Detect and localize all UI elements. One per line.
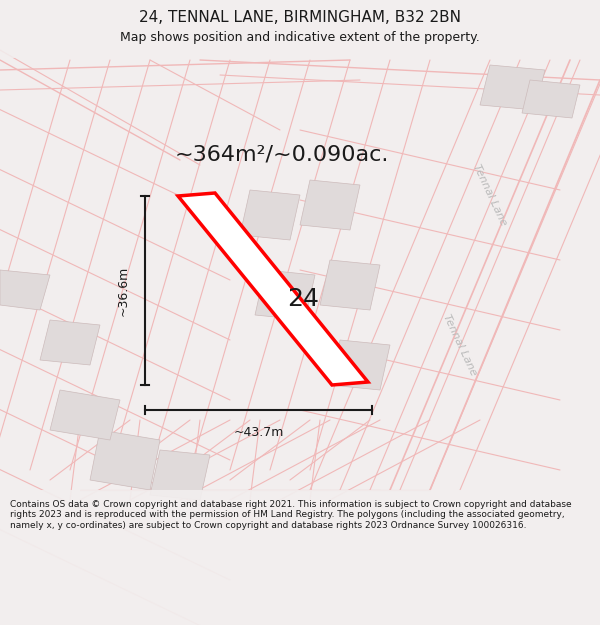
Text: ~364m²/~0.090ac.: ~364m²/~0.090ac. xyxy=(175,145,389,165)
Bar xyxy=(0,490,600,625)
Polygon shape xyxy=(480,65,545,110)
Text: Tennal Lane: Tennal Lane xyxy=(472,162,509,228)
Polygon shape xyxy=(150,450,210,500)
Polygon shape xyxy=(40,320,100,365)
Text: ~36.6m: ~36.6m xyxy=(116,266,130,316)
Polygon shape xyxy=(50,390,120,440)
Bar xyxy=(0,0,600,58)
Polygon shape xyxy=(0,270,50,310)
Polygon shape xyxy=(522,80,580,118)
Polygon shape xyxy=(300,180,360,230)
Text: Tennal Lane: Tennal Lane xyxy=(442,312,479,378)
Polygon shape xyxy=(330,340,390,390)
Polygon shape xyxy=(255,270,315,320)
Text: ~43.7m: ~43.7m xyxy=(233,426,284,439)
Polygon shape xyxy=(90,430,160,490)
Text: Map shows position and indicative extent of the property.: Map shows position and indicative extent… xyxy=(120,31,480,44)
Text: 24: 24 xyxy=(287,287,319,311)
Polygon shape xyxy=(178,193,368,385)
Text: Contains OS data © Crown copyright and database right 2021. This information is : Contains OS data © Crown copyright and d… xyxy=(10,500,572,530)
Text: 24, TENNAL LANE, BIRMINGHAM, B32 2BN: 24, TENNAL LANE, BIRMINGHAM, B32 2BN xyxy=(139,11,461,26)
Polygon shape xyxy=(240,190,300,240)
Polygon shape xyxy=(320,260,380,310)
